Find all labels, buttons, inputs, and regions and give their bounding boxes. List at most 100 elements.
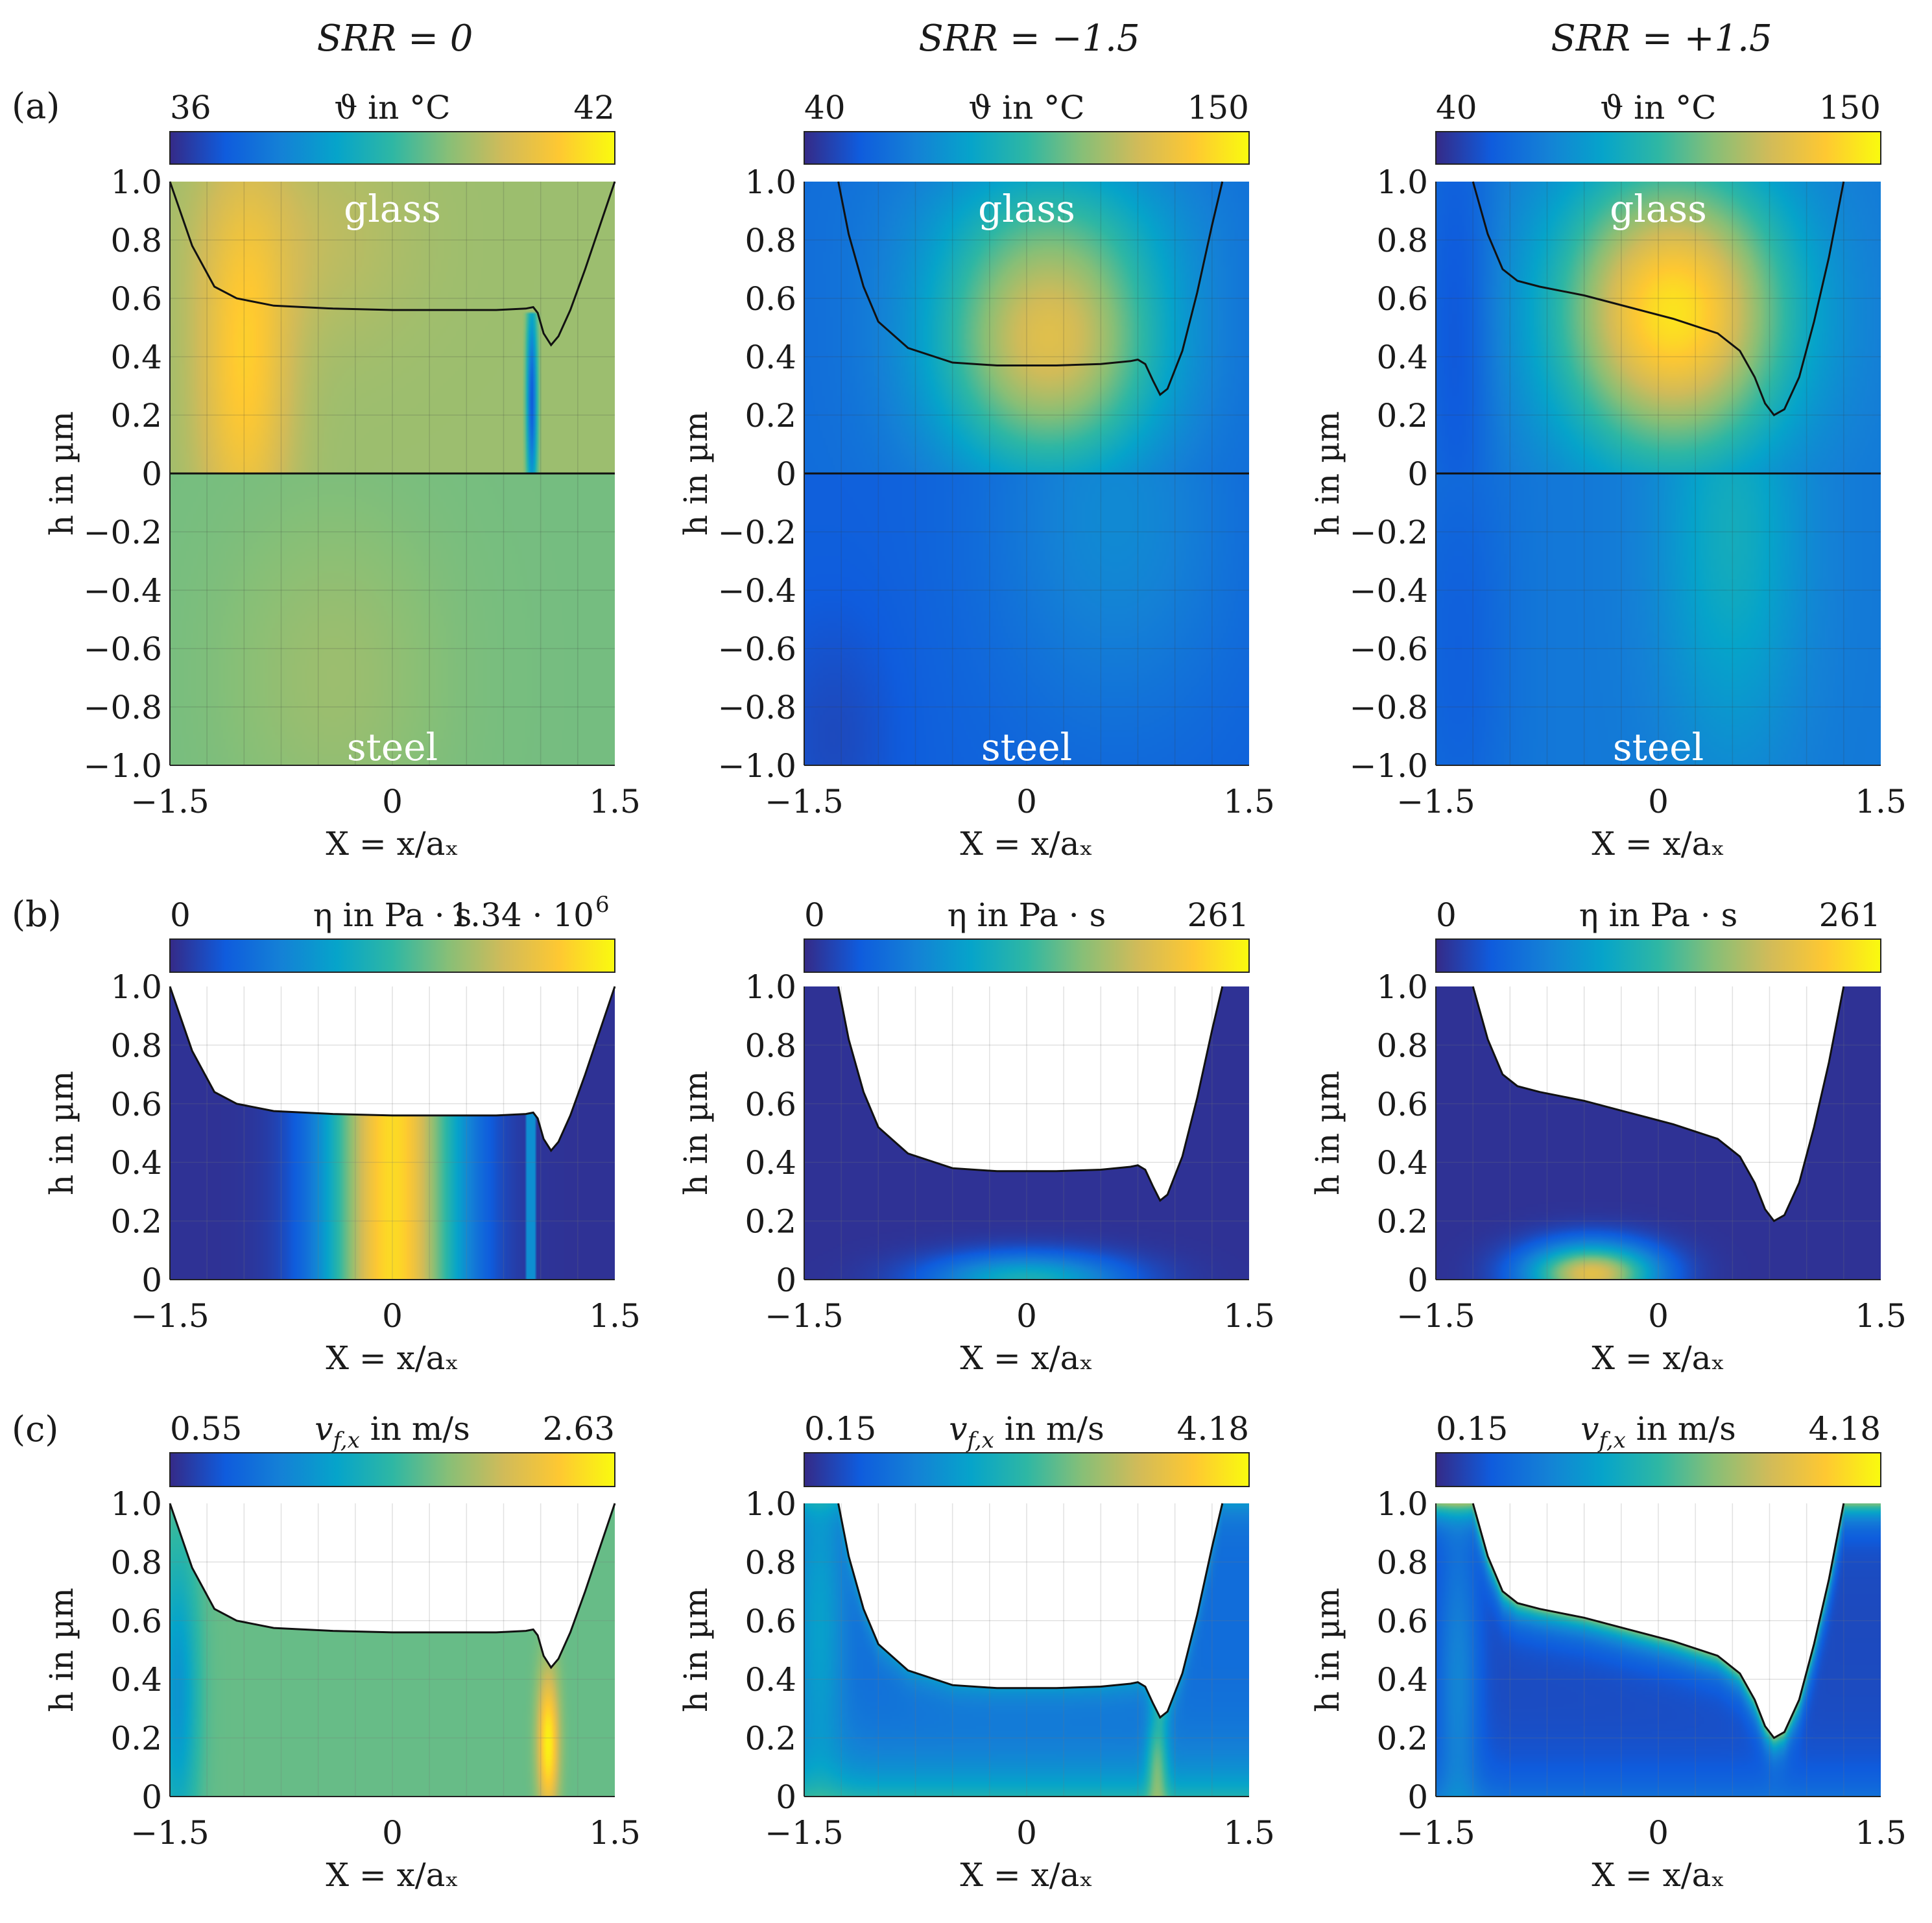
colorbar-pb2 [804,938,1250,973]
colorbar-max-pa3: 150 [1819,89,1881,126]
y-tick-label: 0.8 [1376,1544,1428,1581]
y-axis-label-pb2: h in µm [677,1071,715,1195]
y-axis-label-pc2: h in µm [677,1588,715,1712]
colorbar-pa1 [169,131,615,165]
y-tick-label: 0 [776,1261,796,1299]
y-tick-label: −0.2 [1350,514,1428,551]
y-tick-label: 0.6 [745,1086,796,1123]
x-axis-label-pb2: X = x/aₓ [960,1339,1093,1377]
y-tick-label: 0.8 [110,222,162,259]
y-tick-label: 0.2 [1376,1720,1428,1758]
film-thickness-curve-pc2 [837,1503,1224,1719]
y-tick-label: 1.0 [745,968,796,1006]
colorbar-pb1 [169,938,615,973]
x-tick-label: 1.5 [1855,1297,1907,1335]
y-tick-label: −0.4 [718,572,796,610]
y-tick-label: 1.0 [1376,1485,1428,1523]
colorbar-max-pc1: 2.63 [543,1410,615,1448]
y-tick-label: 1.0 [745,1485,796,1523]
x-tick-label: −1.5 [130,1297,209,1335]
colorbar-min-pb3: 0 [1436,896,1457,934]
y-tick-label: 0 [1407,455,1428,493]
colorbar-pa2 [804,131,1250,165]
y-tick-label: 0.4 [1376,1661,1428,1699]
column-title-srr-0: SRR = 0 [317,18,473,60]
x-axis-label-pc3: X = x/aₓ [1592,1856,1724,1894]
colorbar-pa3 [1435,131,1881,165]
y-tick-label: 0 [1407,1778,1428,1816]
colorbar-max-pb3: 261 [1819,896,1881,934]
y-tick-label: 0.4 [745,1144,796,1182]
grid-pb2 [804,986,1249,1280]
x-tick-label: 1.5 [589,1814,641,1852]
y-tick-label: 1.0 [1376,968,1428,1006]
y-tick-label: −0.6 [1350,630,1428,668]
y-tick-label: 0.2 [745,1720,796,1758]
colorbar-min-pb1: 0 [170,896,191,934]
colorbar-max-pc2: 4.18 [1177,1410,1249,1448]
glass-gap-pc1 [170,1503,615,1668]
y-tick-label: 0.4 [110,339,162,376]
x-tick-label: 0 [382,1297,403,1335]
colorbar-label-pa3: ϑ in °C [1601,89,1717,126]
x-tick-label: 0 [1648,783,1669,820]
region-label-steel: steel [981,725,1072,769]
film-thickness-curve-pb1 [169,986,616,1153]
x-tick-label: −1.5 [1396,783,1475,820]
x-axis-label-pc1: X = x/aₓ [326,1856,459,1894]
y-tick-label: −1.0 [718,747,796,785]
y-tick-label: −0.6 [718,630,796,668]
x-axis-label-pc2: X = x/aₓ [960,1856,1093,1894]
column-title-srr-minus-1-5: SRR = −1.5 [918,18,1139,60]
x-tick-label: 1.5 [1223,1297,1275,1335]
colorbar-label-unit: in m/s [1626,1410,1736,1448]
colorbar-pc2 [804,1452,1250,1487]
x-tick-label: 0 [382,783,403,820]
colorbar-max-pa1: 42 [573,89,615,126]
y-tick-label: 0.8 [745,222,796,259]
colorbar-min-pc2: 0.15 [804,1410,876,1448]
colorbar-label-symbol: v [315,1410,333,1448]
colorbar-label-pb1: η in Pa · s [313,896,471,934]
colorbar-pc1 [169,1452,615,1487]
y-tick-label: −0.8 [1350,689,1428,726]
colorbar-min-pb2: 0 [804,896,825,934]
y-tick-label: −0.8 [84,689,162,726]
region-label-steel: steel [347,725,438,769]
x-tick-label: 1.5 [1223,783,1275,820]
y-tick-label: 0.2 [745,1203,796,1241]
film-thickness-curve-pa3 [1472,181,1845,416]
x-tick-label: −1.5 [130,783,209,820]
y-tick-label: 0 [141,455,162,493]
colorbar-max-pa2: 150 [1187,89,1249,126]
y-tick-label: −1.0 [84,747,162,785]
glass-gap-pb3 [1473,986,1844,1221]
colorbar-max-pb2: 261 [1187,896,1249,934]
y-axis-label-pb1: h in µm [43,1071,80,1195]
x-tick-label: 0 [382,1814,403,1852]
colorbar-pc3 [1435,1452,1881,1487]
region-label-glass: glass [344,187,441,231]
x-tick-label: 1.5 [1855,783,1907,820]
colorbar-min-pc3: 0.15 [1436,1410,1508,1448]
x-tick-label: −1.5 [1396,1297,1475,1335]
film-thickness-curve-pc1 [169,1503,616,1669]
y-tick-label: 1.0 [745,163,796,201]
y-tick-label: 0.6 [745,1603,796,1640]
colorbar-label-symbol: v [949,1410,967,1448]
colorbar-label-symbol: v [1580,1410,1599,1448]
colorbar-label-pa1: ϑ in °C [335,89,451,126]
y-tick-label: 0.2 [110,1720,162,1758]
y-tick-label: 0.4 [1376,1144,1428,1182]
x-tick-label: −1.5 [1396,1814,1475,1852]
row-label-b: (b) [12,894,62,935]
y-axis-label-pc1: h in µm [43,1588,80,1712]
y-tick-label: 0 [141,1261,162,1299]
y-tick-label: −1.0 [1350,747,1428,785]
y-tick-label: 0.6 [745,280,796,318]
x-tick-label: 0 [1648,1814,1669,1852]
colorbar-label-subscript: f,x [331,1427,359,1453]
